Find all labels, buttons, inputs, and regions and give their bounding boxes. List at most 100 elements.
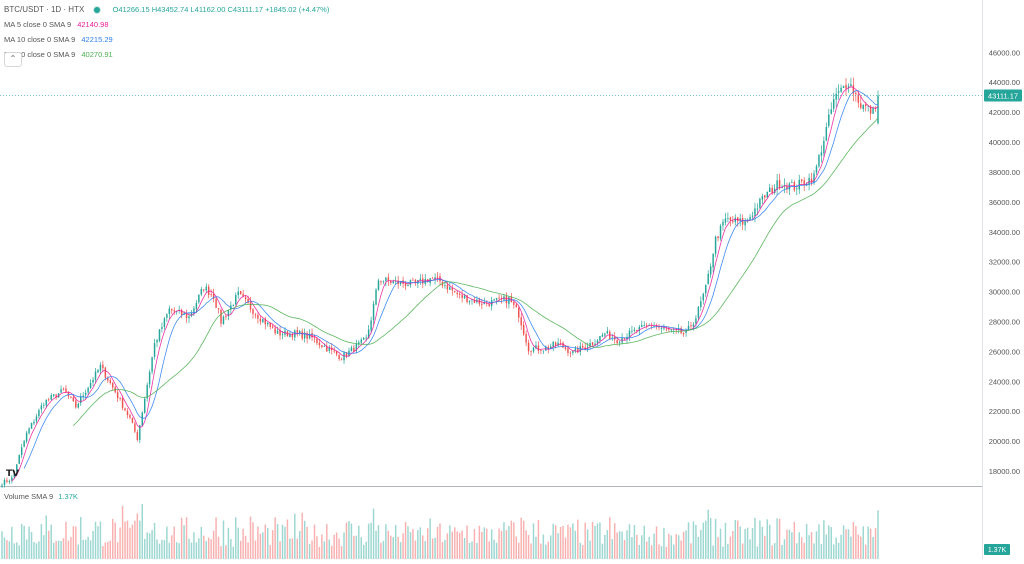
candle-body[interactable]	[554, 342, 557, 346]
candle-body[interactable]	[444, 285, 446, 287]
candle-body[interactable]	[768, 187, 771, 193]
candle-body[interactable]	[343, 352, 345, 361]
candle-body[interactable]	[237, 291, 239, 296]
candle-body[interactable]	[1, 485, 3, 487]
candle-body[interactable]	[99, 364, 102, 371]
candle-body[interactable]	[259, 318, 262, 322]
candle-body[interactable]	[107, 377, 109, 381]
candle-body[interactable]	[313, 337, 316, 339]
candle-body[interactable]	[193, 308, 195, 314]
candle-body[interactable]	[493, 299, 495, 301]
candle-body[interactable]	[200, 289, 203, 295]
candle-body[interactable]	[825, 126, 828, 141]
candle-body[interactable]	[72, 397, 75, 401]
candle-body[interactable]	[222, 316, 225, 325]
candle-body[interactable]	[38, 409, 40, 417]
candle-body[interactable]	[257, 314, 259, 319]
candle-body[interactable]	[33, 421, 35, 424]
candle-body[interactable]	[636, 329, 638, 331]
candle-body[interactable]	[869, 106, 872, 114]
candle-body[interactable]	[242, 293, 244, 297]
candle-body[interactable]	[860, 103, 862, 108]
candle-body[interactable]	[412, 279, 414, 281]
candle-body[interactable]	[594, 343, 596, 345]
candle-body[interactable]	[220, 309, 222, 324]
candle-body[interactable]	[606, 331, 609, 334]
candle-body[interactable]	[276, 330, 279, 334]
candle-body[interactable]	[301, 331, 303, 339]
candle-body[interactable]	[121, 398, 124, 408]
candle-body[interactable]	[653, 326, 655, 327]
candle-body[interactable]	[8, 481, 11, 482]
candle-body[interactable]	[599, 335, 601, 341]
candle-body[interactable]	[695, 318, 697, 324]
candle-body[interactable]	[604, 333, 606, 336]
candle-body[interactable]	[316, 338, 318, 344]
candle-body[interactable]	[586, 347, 589, 349]
candle-body[interactable]	[254, 314, 257, 316]
candle-body[interactable]	[623, 337, 626, 340]
candle-body[interactable]	[813, 173, 815, 184]
candle-body[interactable]	[778, 180, 781, 188]
candle-body[interactable]	[362, 337, 365, 340]
candle-body[interactable]	[842, 86, 845, 88]
ma10-line[interactable]	[23, 90, 879, 469]
candle-body[interactable]	[564, 347, 567, 350]
candle-body[interactable]	[291, 333, 294, 338]
candle-body[interactable]	[872, 107, 874, 114]
candle-body[interactable]	[722, 221, 724, 226]
candle-body[interactable]	[247, 298, 249, 304]
candle-body[interactable]	[306, 332, 308, 339]
candle-body[interactable]	[217, 308, 220, 310]
candle-body[interactable]	[483, 302, 486, 305]
candle-body[interactable]	[180, 309, 183, 316]
candle-body[interactable]	[404, 283, 407, 286]
candle-body[interactable]	[20, 447, 23, 456]
candle-body[interactable]	[685, 330, 687, 333]
candle-body[interactable]	[569, 352, 572, 354]
candle-body[interactable]	[547, 346, 550, 349]
candle-body[interactable]	[166, 314, 168, 318]
candle-body[interactable]	[62, 388, 65, 390]
candle-body[interactable]	[471, 299, 473, 301]
candle-body[interactable]	[143, 398, 146, 413]
candle-body[interactable]	[737, 217, 739, 222]
candle-body[interactable]	[773, 188, 776, 194]
candle-body[interactable]	[40, 405, 43, 410]
candle-body[interactable]	[139, 425, 141, 441]
candle-body[interactable]	[719, 225, 722, 239]
candle-body[interactable]	[190, 313, 193, 317]
candle-body[interactable]	[823, 140, 825, 154]
candle-body[interactable]	[279, 330, 281, 336]
candle-body[interactable]	[803, 180, 805, 185]
candle-body[interactable]	[764, 195, 766, 198]
candle-body[interactable]	[690, 325, 692, 327]
candle-body[interactable]	[761, 196, 764, 200]
candle-body[interactable]	[30, 422, 33, 429]
tradingview-logo-icon[interactable]: TV	[6, 469, 20, 479]
candle-body[interactable]	[392, 281, 394, 284]
candle-body[interactable]	[335, 351, 338, 355]
candle-body[interactable]	[584, 347, 586, 350]
candle-body[interactable]	[818, 155, 820, 167]
candle-body[interactable]	[267, 322, 269, 325]
candle-body[interactable]	[148, 371, 151, 385]
candle-body[interactable]	[857, 94, 860, 103]
candle-body[interactable]	[631, 330, 633, 332]
candle-body[interactable]	[146, 384, 148, 399]
candle-body[interactable]	[353, 347, 355, 352]
candle-body[interactable]	[702, 293, 705, 301]
candle-body[interactable]	[168, 308, 171, 314]
candle-body[interactable]	[141, 412, 143, 426]
candle-body[interactable]	[131, 417, 134, 423]
candle-body[interactable]	[94, 371, 97, 380]
candle-body[interactable]	[210, 294, 212, 296]
candle-body[interactable]	[289, 333, 291, 337]
candle-body[interactable]	[89, 382, 92, 389]
candle-body[interactable]	[680, 328, 682, 334]
candle-body[interactable]	[232, 305, 235, 307]
candle-body[interactable]	[513, 302, 515, 305]
candle-body[interactable]	[173, 310, 175, 312]
candle-body[interactable]	[375, 289, 377, 305]
candle-body[interactable]	[717, 236, 719, 239]
